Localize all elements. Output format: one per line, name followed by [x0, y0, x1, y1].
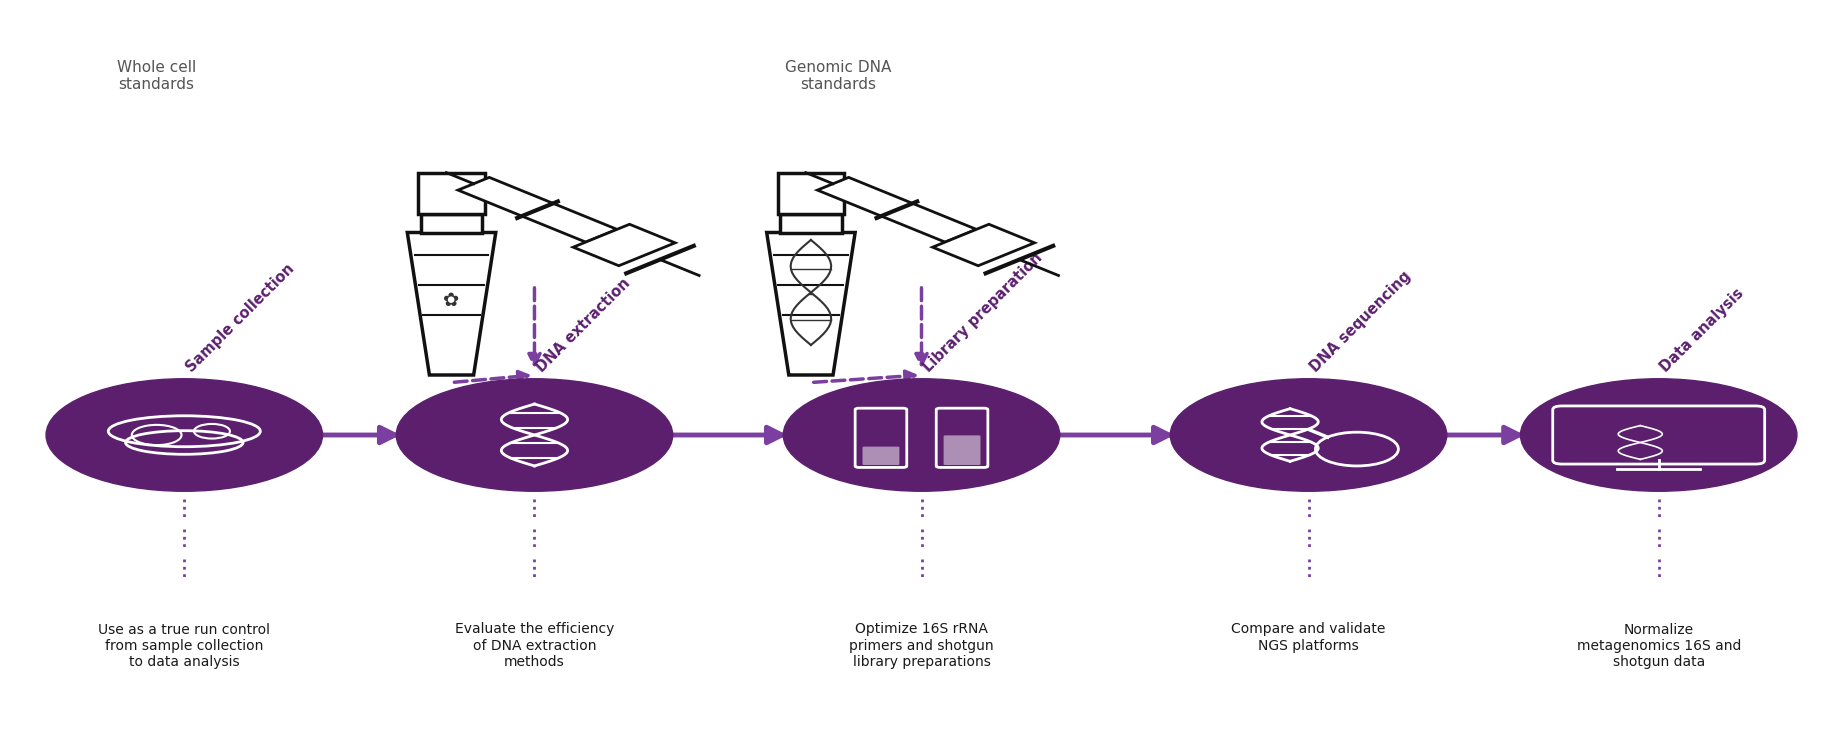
Text: Genomic DNA
standards: Genomic DNA standards: [785, 60, 892, 92]
Text: DNA extraction: DNA extraction: [533, 275, 632, 375]
FancyBboxPatch shape: [863, 447, 899, 465]
Circle shape: [46, 379, 323, 491]
Text: Optimize 16S rRNA
primers and shotgun
library preparations: Optimize 16S rRNA primers and shotgun li…: [850, 622, 993, 669]
Text: Use as a true run control
from sample collection
to data analysis: Use as a true run control from sample co…: [98, 622, 271, 669]
Text: Evaluate the efficiency
of DNA extraction
methods: Evaluate the efficiency of DNA extractio…: [455, 622, 614, 669]
Circle shape: [1520, 379, 1797, 491]
Polygon shape: [420, 214, 483, 232]
Polygon shape: [780, 214, 842, 232]
Text: ✿: ✿: [444, 290, 459, 310]
Circle shape: [396, 379, 673, 491]
Text: Normalize
metagenomics 16S and
shotgun data: Normalize metagenomics 16S and shotgun d…: [1576, 622, 1742, 669]
Polygon shape: [933, 224, 1034, 266]
Text: Sample collection: Sample collection: [182, 261, 297, 375]
Text: Compare and validate
NGS platforms: Compare and validate NGS platforms: [1231, 622, 1386, 652]
Polygon shape: [459, 178, 617, 242]
Polygon shape: [818, 178, 977, 242]
Circle shape: [783, 379, 1060, 491]
Text: Data analysis: Data analysis: [1657, 286, 1747, 375]
Circle shape: [1170, 379, 1447, 491]
Polygon shape: [778, 172, 844, 214]
Polygon shape: [407, 232, 496, 375]
Polygon shape: [573, 224, 675, 266]
Text: DNA sequencing: DNA sequencing: [1307, 268, 1414, 375]
Text: Whole cell
standards: Whole cell standards: [116, 60, 197, 92]
FancyBboxPatch shape: [944, 435, 980, 465]
Text: Library preparation: Library preparation: [920, 250, 1045, 375]
Polygon shape: [767, 232, 855, 375]
Polygon shape: [418, 172, 485, 214]
